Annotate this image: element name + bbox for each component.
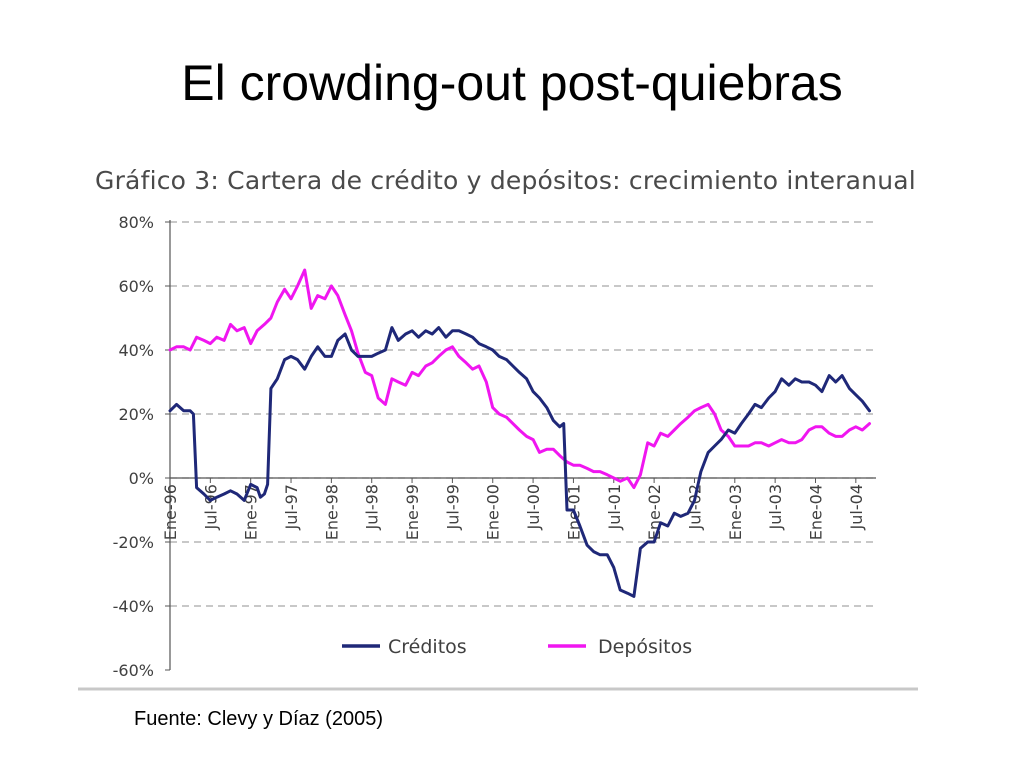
y-tick-label: -40% (113, 597, 154, 616)
y-tick-label: -20% (113, 533, 154, 552)
y-tick-label: 0% (129, 469, 154, 488)
x-tick-label: Jul-97 (282, 484, 301, 530)
legend-label: Créditos (388, 636, 467, 658)
x-tick-label: Ene-02 (645, 484, 664, 540)
y-tick-label: 60% (118, 277, 154, 296)
x-tick-label: Jul-00 (524, 484, 543, 530)
x-tick-label: Jul-99 (443, 484, 462, 530)
x-tick-label: Jul-02 (685, 484, 704, 530)
x-tick-label: Jul-98 (363, 484, 382, 530)
series-line-creditos (168, 326, 871, 598)
x-tick-label: Ene-04 (806, 484, 825, 540)
y-tick-label: -60% (113, 661, 154, 680)
x-tick-label: Ene-96 (161, 484, 180, 540)
y-tick-label: 20% (118, 405, 154, 424)
axes (165, 220, 876, 671)
x-tick-label: Jul-04 (847, 484, 866, 530)
x-tick-label: Ene-03 (726, 484, 745, 540)
grid-lines (170, 221, 876, 607)
y-tick-label: 40% (118, 341, 154, 360)
x-tick-label: Ene-99 (403, 484, 422, 540)
x-tick-label: Ene-98 (322, 484, 341, 540)
source-note: Fuente: Clevy y Díaz (2005) (134, 708, 383, 730)
slide-title: El crowding-out post-quiebras (181, 55, 843, 111)
x-tick-labels: Ene-96 Jul-96 Ene-97 Jul-97 Ene-98 Jul-98 Ene-… (161, 484, 866, 540)
x-tick-label: Jul-96 (201, 484, 220, 530)
y-tick-labels: 80% 60% 40% 20% 0% -20% -40% -60% (113, 213, 154, 680)
x-tick-label: Jul-03 (766, 484, 785, 530)
series-lines (168, 268, 871, 598)
y-tick-label: 80% (118, 213, 154, 232)
x-tick-label: Ene-00 (484, 484, 503, 540)
series-line-depositos (168, 268, 871, 490)
x-tick-label: Jul-01 (605, 484, 624, 530)
legend-label: Depósitos (598, 636, 692, 658)
chart-title: Gráfico 3: Cartera de crédito y depósito… (95, 166, 916, 195)
legend: Créditos Depósitos (342, 636, 692, 658)
